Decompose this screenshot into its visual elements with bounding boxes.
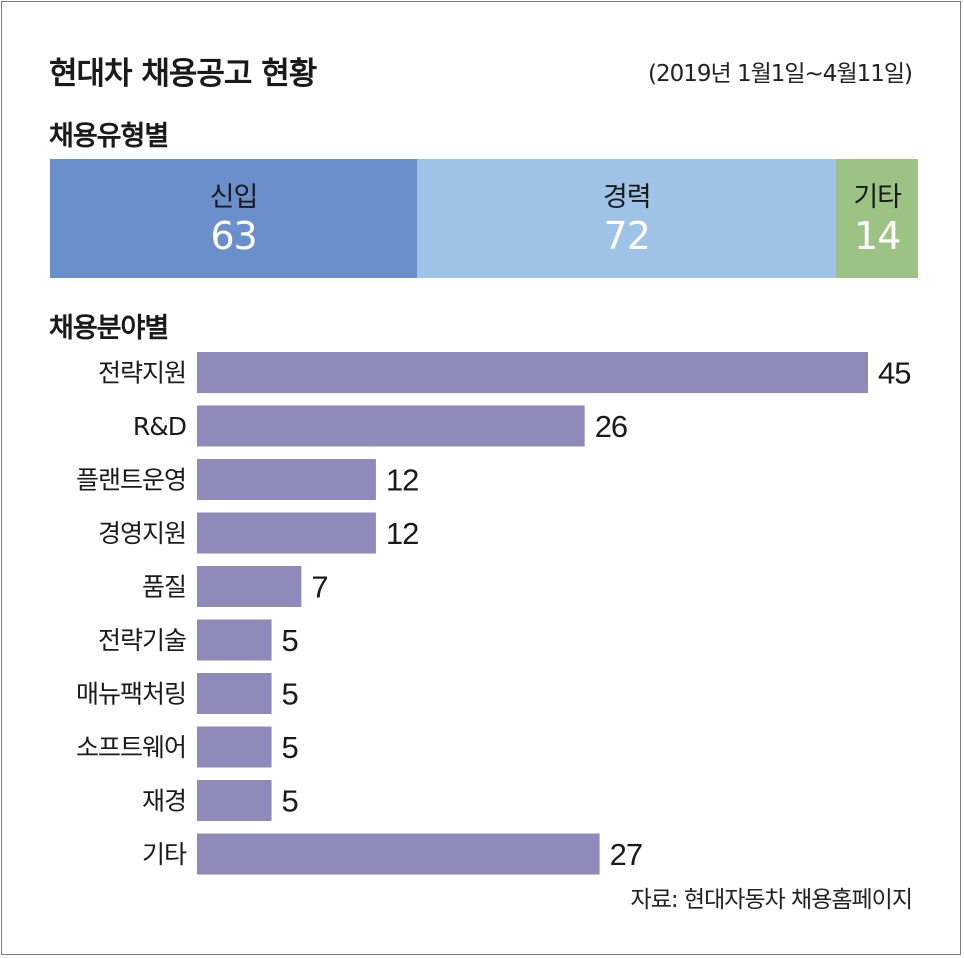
category-label: 기타 [142,840,187,869]
bar-value-label: 45 [878,356,910,391]
segment-value-other: 14 [854,213,901,258]
bar-value-label: 5 [282,730,298,765]
category-label: R&D [133,412,186,441]
category-label: 매뉴팩처링 [76,680,186,709]
bar [197,352,868,393]
bar [197,780,272,821]
bar-value-label: 7 [311,570,327,605]
bar-value-label: 27 [610,837,642,872]
bar-value-label: 5 [282,784,298,819]
section-title-type: 채용유형별 [49,121,169,152]
category-label: 플랜트운영 [76,466,186,495]
bar [197,619,272,661]
bar [197,405,585,447]
source-note: 자료: 현대자동차 채용홈페이지 [630,887,913,913]
chart-title: 현대차 채용공고 현황 [49,56,317,92]
segment-label-other: 기타 [853,181,902,213]
bar [197,566,302,607]
segment-value-career: 72 [603,213,651,258]
bar-value-label: 12 [386,463,418,498]
segment-label-new-hire: 신입 [209,181,259,213]
bar [197,726,272,768]
segment-career: 경력 72 [417,159,837,278]
bar [197,673,272,714]
bar [197,512,376,554]
bar-value-label: 5 [282,677,298,712]
category-label: 품질 [142,573,186,602]
segment-value-new-hire: 63 [210,213,257,258]
bar [197,459,376,500]
segment-other: 기타 14 [836,159,918,278]
category-label: 재경 [142,787,186,816]
segment-label-career: 경력 [602,181,652,213]
period-note: (2019년 1월1일~4월11일) [647,61,913,87]
section-title-field: 채용분야별 [49,313,169,344]
bar-value-label: 5 [282,623,298,658]
category-label: 경영지원 [98,519,186,548]
category-label: 소프트웨어 [76,733,186,762]
bar [197,833,600,875]
category-label: 전략기술 [98,626,186,655]
segment-new-hire: 신입 63 [50,159,417,278]
bar-value-label: 26 [595,409,627,444]
category-label: 전략지원 [98,359,186,388]
stacked-type-bar: 신입 63 경력 72 기타 14 [50,159,918,278]
bar-value-label: 12 [386,516,418,551]
